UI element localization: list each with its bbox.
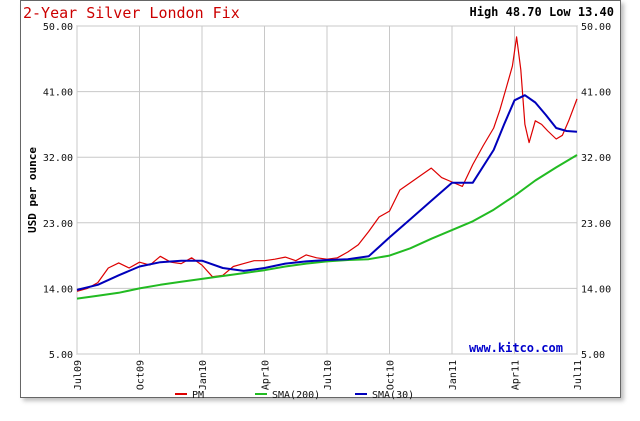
y-tick-label-right: 5.00 [581,350,605,361]
y-tick-label-left: 14.00 [43,284,73,295]
series-lines [76,36,578,300]
x-tick-label: Oct10 [386,360,397,390]
x-axis: Jul09 Oct09 Jan10 Apr10 Jul10 Oct10 Jan11 Apr11… [73,360,584,390]
x-tick-label: Apr11 [511,360,522,390]
y-tick-label-left: 23.00 [43,219,73,230]
series-line-sma-200- [76,154,578,300]
y-axis-label: USD per ounce [26,147,39,233]
y-axis-right: 5.00 14.00 23.00 32.00 41.00 50.00 [581,22,611,361]
x-tick-label: Oct09 [136,360,147,390]
x-tick-label: Jan11 [448,360,459,390]
watermark: www.kitco.com [469,341,563,355]
y-tick-label-left: 50.00 [43,22,73,33]
y-tick-label-right: 32.00 [581,153,611,164]
y-tick-label-right: 14.00 [581,284,611,295]
y-tick-label-right: 50.00 [581,22,611,33]
legend: PM SMA(200) SMA(30) [175,390,414,401]
x-tick-label: Apr10 [261,360,272,390]
x-tick-label: Jul11 [573,360,584,390]
x-tick-label: Jan10 [198,360,209,390]
y-axis-left: 5.00 14.00 23.00 32.00 41.00 50.00 [43,22,73,361]
series-line-sma-30- [76,94,578,291]
chart-title: 2-Year Silver London Fix [23,4,240,22]
grid [76,25,578,355]
y-tick-label-left: 41.00 [43,88,73,99]
y-tick-label-left: 5.00 [49,350,73,361]
legend-label: SMA(30) [372,390,414,401]
legend-label: PM [192,390,204,401]
y-tick-label-right: 41.00 [581,88,611,99]
x-tick-label: Jul10 [323,360,334,390]
y-tick-label-right: 23.00 [581,219,611,230]
legend-label: SMA(200) [272,390,320,401]
x-tick-label: Jul09 [73,360,84,390]
high-low-readout: High 48.70 Low 13.40 [469,5,615,19]
y-tick-label-left: 32.00 [43,153,73,164]
